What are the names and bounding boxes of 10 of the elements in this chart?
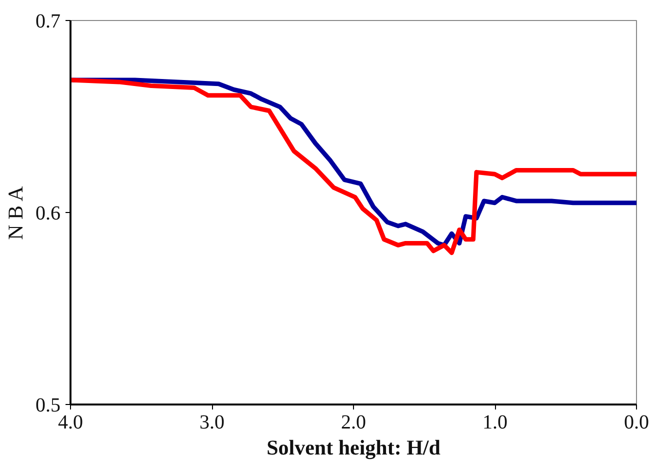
- x-tick-label: 0.0: [624, 412, 649, 434]
- x-axis-title: Solvent height: H/d: [266, 436, 441, 460]
- y-tick-label: 0.5: [36, 394, 60, 416]
- y-tick-label: 0.7: [36, 10, 60, 32]
- x-tick-label: 3.0: [200, 412, 224, 434]
- x-tick-label: 4.0: [58, 412, 83, 434]
- y-axis-title: N B A: [4, 185, 28, 240]
- x-tick-label: 2.0: [341, 412, 366, 434]
- y-tick-label: 0.6: [36, 202, 60, 224]
- x-tick-label: 1.0: [482, 412, 508, 434]
